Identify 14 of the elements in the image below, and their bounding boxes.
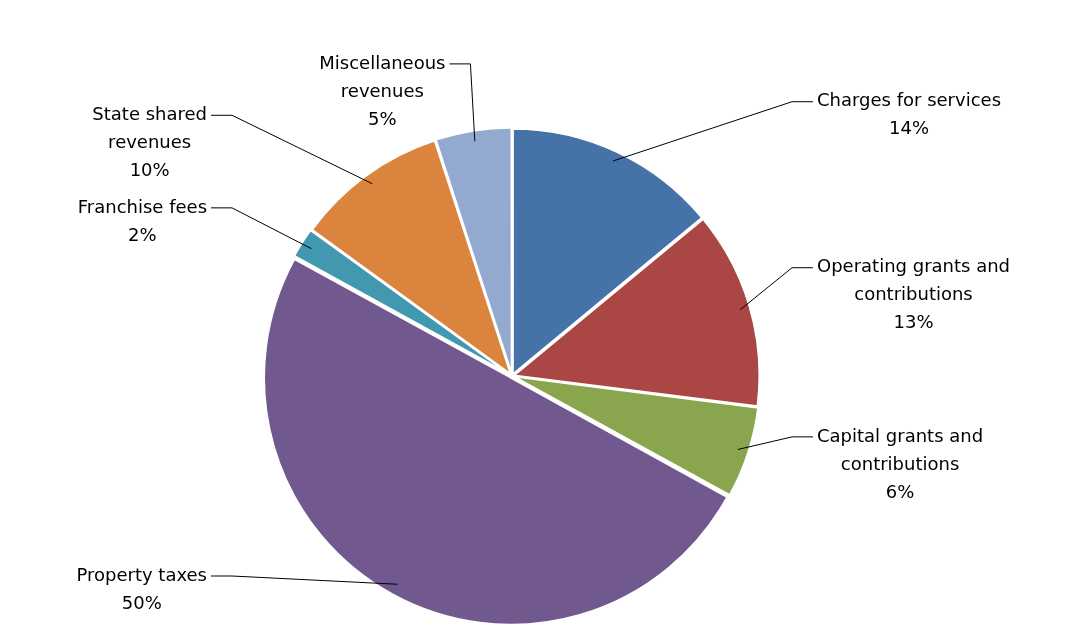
- slice-label: Miscellaneous revenues: [319, 51, 446, 101]
- data-label: 6%: [885, 480, 915, 502]
- data-label: 5%: [368, 107, 397, 129]
- data-label: 10%: [129, 158, 170, 180]
- data-label: 13%: [893, 311, 934, 333]
- data-label: 2%: [128, 223, 157, 245]
- slice-label: Charges for services: [816, 89, 1002, 111]
- slice-label: State shared revenues: [92, 102, 208, 152]
- data-label: 14%: [889, 117, 930, 139]
- slice-label: Operating grants and contributions: [817, 255, 1010, 305]
- slice-label: Franchise fees: [77, 195, 207, 217]
- data-label: 50%: [121, 591, 162, 613]
- slice-label: Capital grants and contributions: [817, 424, 984, 474]
- slice-label: Property taxes: [76, 563, 207, 585]
